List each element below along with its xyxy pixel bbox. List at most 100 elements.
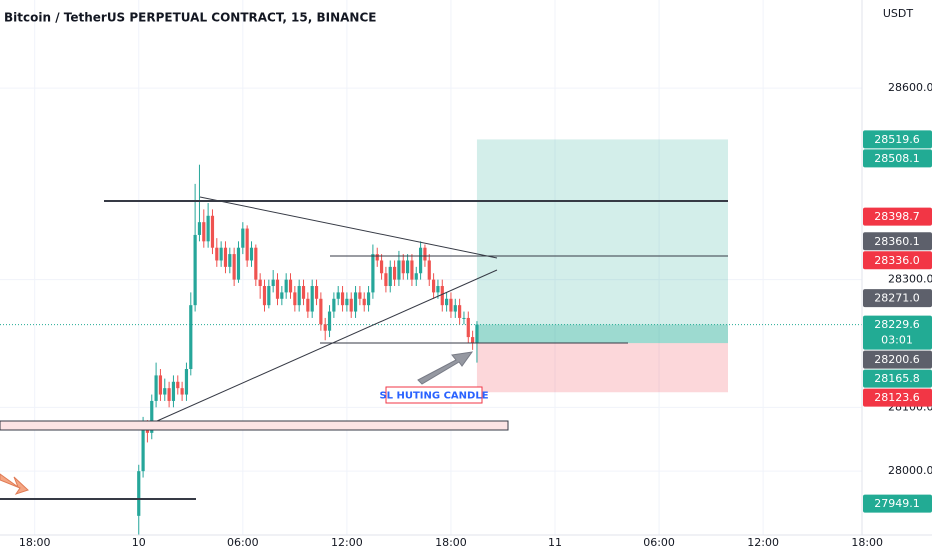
candle-body (171, 381, 176, 401)
chart-title: Bitcoin / TetherUS PERPETUAL CONTRACT, 1… (4, 11, 376, 25)
candle-body (297, 286, 301, 306)
candle-body (345, 298, 349, 306)
candle-body (423, 247, 427, 261)
price-label: 27949.1 (874, 497, 920, 510)
candle-body (440, 286, 444, 306)
candle-body (332, 298, 336, 312)
candle-body (414, 273, 418, 280)
price-label: 28229.6 (874, 318, 920, 331)
candle-body (267, 286, 271, 306)
candle-body (401, 260, 405, 274)
candle-body (288, 279, 293, 293)
candle-body (462, 317, 466, 319)
annotation-box (385, 386, 483, 404)
candle-body (379, 260, 384, 274)
candle-body (349, 298, 353, 312)
candle-body (189, 305, 193, 370)
y-tick-label: 28300.0 (888, 273, 932, 286)
price-label-bg (863, 149, 932, 168)
candle-body (141, 426, 145, 472)
price-label-bg (863, 388, 932, 407)
x-tick-label: 06:00 (643, 536, 675, 549)
candle-body (466, 317, 470, 338)
candle-body (306, 298, 310, 312)
candle-body (388, 266, 392, 287)
price-label-bg (863, 315, 932, 350)
candle-body (271, 279, 275, 287)
y-tick-label: 28000.0 (888, 464, 932, 477)
candle-body (314, 286, 319, 299)
x-tick-label: 10 (132, 536, 146, 549)
y-tick-label: 28600.0 (888, 81, 932, 94)
currency-label: USDT (883, 7, 914, 20)
support-zone (0, 420, 509, 431)
price-label-bg (863, 207, 932, 226)
price-label: 28360.1 (874, 235, 920, 248)
arrow-icon (0, 473, 29, 495)
candle-body (432, 279, 436, 293)
price-label: 28336.0 (874, 254, 920, 267)
price-label: 28271.0 (874, 292, 920, 305)
price-label: 28519.6 (874, 133, 920, 146)
price-label: 28200.6 (874, 353, 920, 366)
candle-body (150, 400, 154, 433)
candle-body (254, 247, 258, 280)
grid (0, 0, 868, 535)
target-zone (476, 139, 728, 344)
stop-zone (476, 343, 728, 393)
candle-body (210, 215, 215, 248)
price-label-bg (863, 289, 932, 308)
candle-body (154, 375, 158, 401)
x-tick-label: 06:00 (227, 536, 259, 549)
candle-body (193, 234, 197, 306)
candle-body (262, 286, 267, 306)
candle-body (249, 247, 254, 261)
candle-body (375, 254, 379, 261)
candle-body (384, 273, 388, 287)
candle-body (449, 298, 453, 312)
candle-body (176, 381, 180, 389)
candle-body (258, 279, 262, 287)
candle-body (319, 298, 323, 325)
triangle-upper (199, 196, 498, 259)
x-tick-label: 12:00 (747, 536, 779, 549)
candle-body (206, 215, 210, 242)
candle-body (471, 337, 475, 344)
candle-body (232, 254, 236, 280)
x-tick-label: 11 (548, 536, 562, 549)
candle-body (184, 369, 189, 395)
price-label-bg (863, 251, 932, 270)
candle-body (223, 247, 228, 267)
candle-body (418, 247, 423, 274)
candle-body (228, 254, 232, 267)
candle-body (301, 286, 306, 299)
candle-body (427, 260, 431, 280)
x-tick-label: 18:00 (19, 536, 51, 549)
candle-body (202, 222, 206, 242)
candle-body (310, 286, 314, 312)
candle-body (236, 247, 241, 280)
candle-body (323, 324, 327, 331)
x-tick-label: 18:00 (435, 536, 467, 549)
price-axis (862, 0, 932, 550)
candle-body (397, 260, 401, 280)
countdown: 03:01 (881, 334, 913, 347)
price-label: 28123.6 (874, 391, 920, 404)
candle-body (197, 222, 202, 235)
price-label-bg (863, 130, 932, 149)
drawings (0, 139, 862, 393)
candle-body (458, 305, 462, 318)
candle-body (436, 286, 440, 293)
candle-body (340, 292, 345, 306)
x-tick-label: 18:00 (851, 536, 883, 549)
candles (137, 164, 479, 535)
annotation: SL HUTING CANDLE (379, 391, 488, 402)
price-label: 28165.8 (874, 372, 920, 385)
candle-body (180, 388, 184, 395)
candle-body (362, 298, 366, 306)
candle-body (163, 388, 167, 395)
candle-body (353, 292, 358, 312)
candle-body (158, 375, 163, 395)
